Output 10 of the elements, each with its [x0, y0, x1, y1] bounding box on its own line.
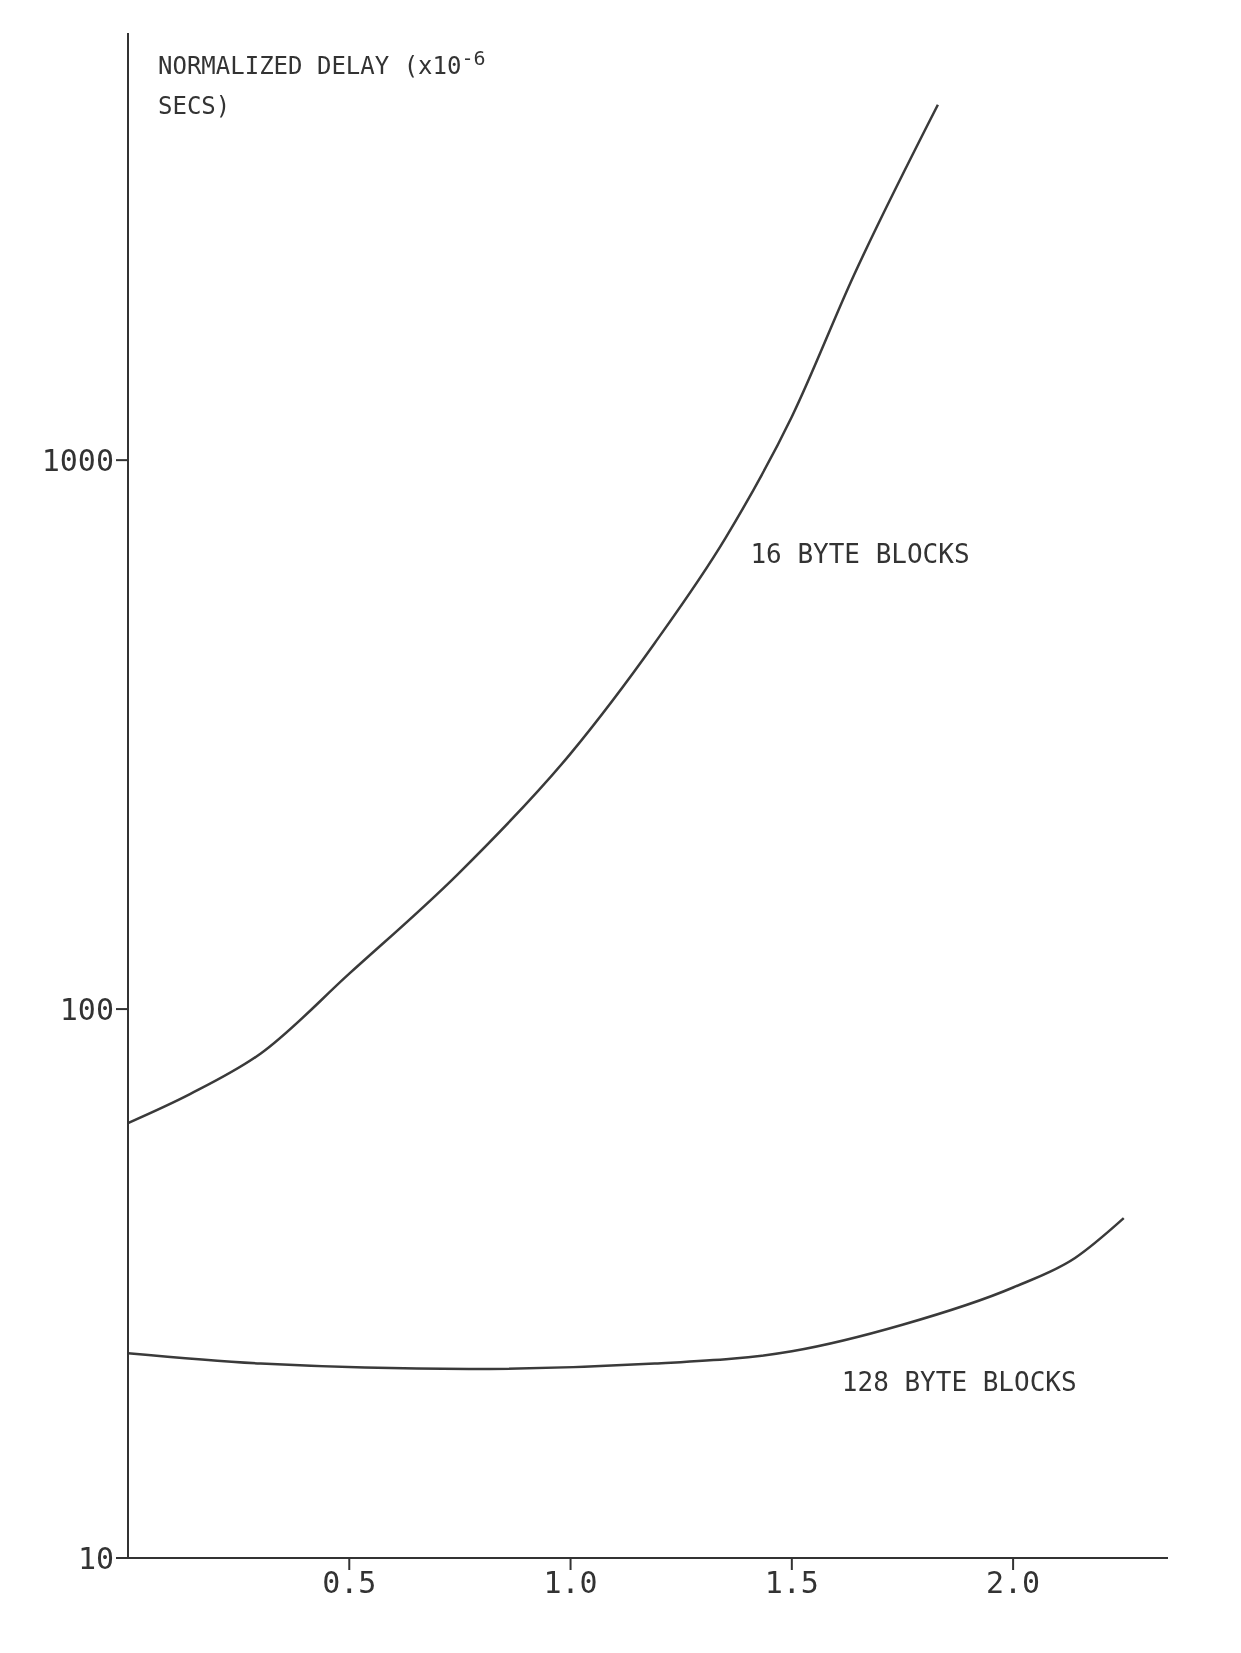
x-tick-label: 0.5 — [322, 1565, 377, 1601]
y-tick-label: 10 — [77, 1540, 114, 1576]
series-label: 128 BYTE BLOCKS — [841, 1367, 1077, 1398]
y-tick-label: 1000 — [41, 442, 114, 478]
x-tick-label: 2.0 — [986, 1565, 1041, 1601]
x-tick-label: 1.0 — [543, 1565, 598, 1601]
series-label: 16 BYTE BLOCKS — [750, 539, 970, 570]
y-tick-label: 100 — [59, 991, 114, 1027]
x-tick-label: 1.5 — [764, 1565, 819, 1601]
text: NORMALIZED DELAY (x10$^{-6}$ SECS) — [158, 46, 486, 120]
